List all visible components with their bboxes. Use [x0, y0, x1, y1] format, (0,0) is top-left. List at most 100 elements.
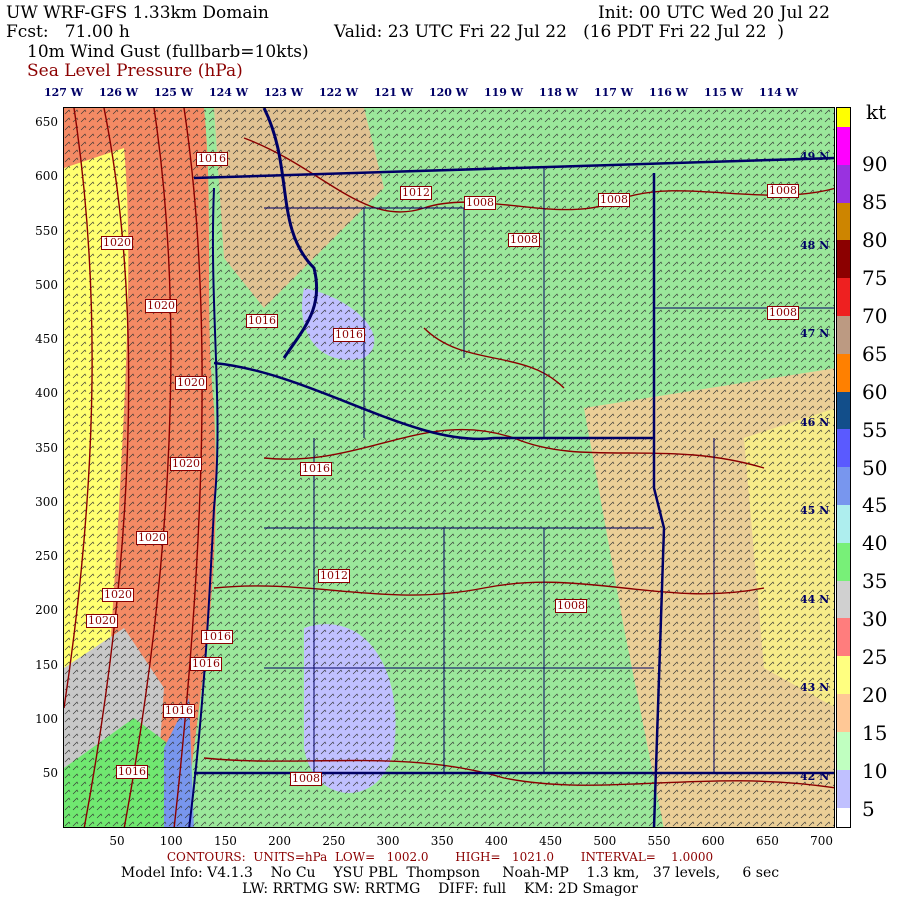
colorbar-label: 75 [862, 265, 888, 290]
y-tick: 100 [35, 711, 58, 726]
x-tick: 50 [109, 834, 125, 848]
colorbar-label: 20 [862, 683, 888, 708]
colorbar-cell [837, 259, 850, 279]
colorbar-cell [837, 523, 850, 543]
x-tick: 350 [430, 834, 454, 848]
longitude-label: 123 W [264, 86, 304, 99]
colorbar-cell [837, 221, 850, 241]
colorbar-label: 80 [862, 227, 888, 252]
colorbar-cell [837, 108, 850, 127]
latitude-label: 44 N [800, 592, 830, 606]
colorbar-cell [837, 750, 850, 770]
colorbar-label: 70 [862, 303, 888, 328]
pressure-label: 1008 [508, 233, 540, 247]
longitude-label: 121 W [374, 86, 414, 99]
colorbar-label: 55 [862, 417, 888, 442]
x-tick: 450 [539, 834, 563, 848]
colorbar-cell [837, 505, 850, 524]
colorbar-cell [837, 429, 850, 449]
pressure-label: 1020 [175, 376, 207, 390]
y-tick: 350 [35, 440, 58, 455]
longitude-label: 119 W [484, 86, 524, 99]
forecast-hour: Fcst: 71.00 h [6, 22, 130, 42]
pressure-label: 1016 [116, 765, 148, 779]
colorbar-cell [837, 126, 850, 146]
y-tick: 200 [35, 603, 58, 618]
pressure-label: 1012 [400, 186, 432, 200]
pressure-label: 1020 [102, 588, 134, 602]
pressure-label: 1016 [190, 657, 222, 671]
x-tick: 400 [484, 834, 508, 848]
colorbar-cell [837, 618, 850, 638]
colorbar-label: 65 [862, 341, 888, 366]
colorbar-cell [837, 788, 850, 808]
x-tick: 600 [701, 834, 725, 848]
y-tick: 600 [35, 169, 58, 184]
colorbar-cell [837, 580, 850, 600]
colorbar-cell [837, 448, 850, 468]
colorbar-label: 25 [862, 645, 888, 670]
longitude-label: 125 W [154, 86, 194, 99]
colorbar-label: 5 [862, 797, 875, 822]
x-tick: 700 [810, 834, 834, 848]
longitude-label: 126 W [99, 86, 139, 99]
pressure-label: 1016 [196, 152, 228, 166]
colorbar-cell [837, 164, 850, 184]
longitude-label: 117 W [594, 86, 634, 99]
colorbar-cell [837, 334, 850, 354]
colorbar-cell [837, 353, 850, 373]
longitude-label: 118 W [539, 86, 579, 99]
colorbar-cell [837, 278, 850, 298]
colorbar-label: 60 [862, 379, 888, 404]
y-tick: 500 [35, 277, 58, 292]
colorbar-cell [837, 297, 850, 316]
pressure-label: 1016 [163, 704, 195, 718]
colorbar-cell [837, 145, 850, 165]
county-borders [264, 168, 834, 773]
longitude-label: 114 W [759, 86, 799, 99]
valid-time: Valid: 23 UTC Fri 22 Jul 22 (16 PDT Fri … [334, 22, 785, 42]
colorbar-label: 40 [862, 531, 888, 556]
pressure-label: 1016 [201, 630, 233, 644]
colorbar-label: 15 [862, 721, 888, 746]
contour-info: CONTOURS: UNITS=hPa LOW= 1002.0 HIGH= 10… [166, 850, 714, 864]
x-tick: 650 [755, 834, 779, 848]
init-time: Init: 00 UTC Wed 20 Jul 22 [598, 3, 830, 23]
pressure-label: 1020 [101, 236, 133, 250]
longitude-label: 116 W [649, 86, 689, 99]
colorbar-label: 85 [862, 189, 888, 214]
colorbar-cell [837, 410, 850, 430]
colorbar-cell [837, 637, 850, 657]
colorbar-cell [837, 202, 850, 222]
colorbar-cell [837, 807, 850, 827]
y-tick: 550 [35, 223, 58, 238]
latitude-label: 43 N [800, 681, 830, 694]
colorbar-cell [837, 467, 850, 487]
y-tick: 50 [42, 766, 58, 780]
colorbar-label: 50 [862, 455, 888, 480]
longitude-label: 122 W [319, 86, 359, 99]
x-tick: 200 [268, 834, 292, 848]
field-slp: Sea Level Pressure (hPa) [27, 61, 243, 81]
colorbar-label: 30 [862, 607, 888, 632]
colorbar-cell [837, 656, 850, 676]
y-tick: 400 [35, 386, 58, 401]
pressure-label: 1008 [767, 184, 799, 198]
colorbar-cell [837, 391, 850, 411]
state-borders [188, 108, 834, 827]
longitude-label: 124 W [209, 86, 249, 99]
colorbar-cell [837, 713, 850, 732]
colorbar-label: 10 [862, 759, 888, 784]
y-tick: 450 [35, 332, 58, 346]
latitude-label: 49 N [800, 150, 830, 163]
longitude-label: 127 W [44, 86, 84, 99]
pressure-label: 1020 [86, 614, 118, 628]
pressure-label: 1008 [767, 306, 799, 320]
x-tick: 150 [213, 834, 237, 848]
field-wind-gust: 10m Wind Gust (fullbarb=10kts) [27, 42, 309, 62]
latitude-label: 48 N [800, 238, 830, 252]
colorbar [836, 107, 851, 828]
colorbar-cell [837, 675, 850, 695]
pressure-label: 1020 [170, 457, 202, 471]
colorbar-cell [837, 372, 850, 392]
